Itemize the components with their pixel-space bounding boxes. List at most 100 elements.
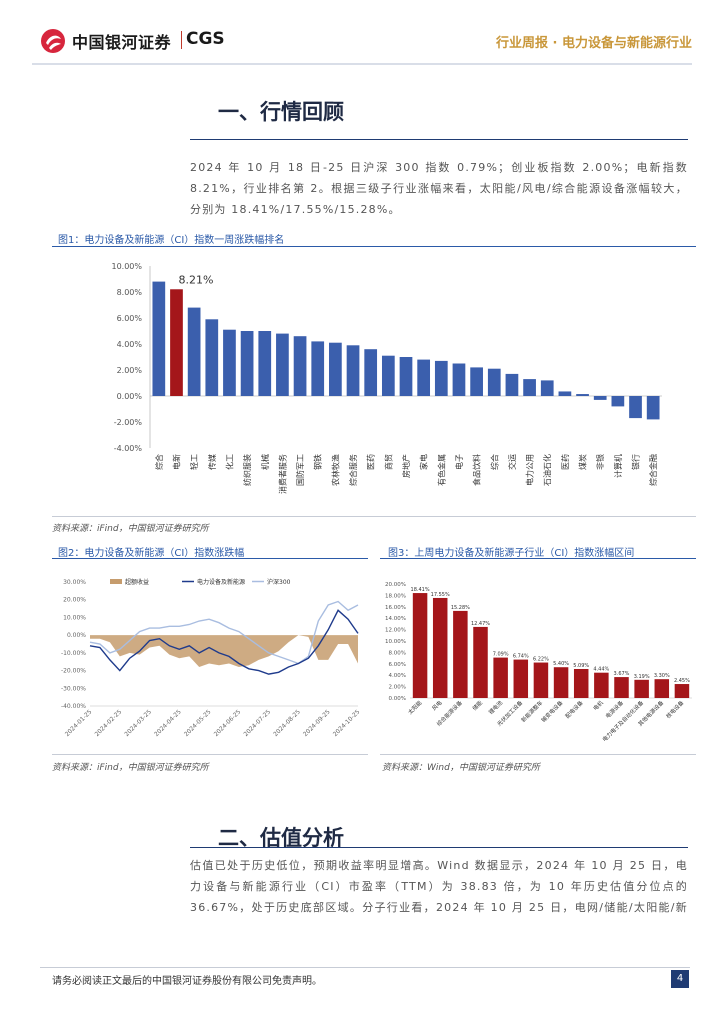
figure3-source: 资料来源：Wind，中国银河证券研究所 [382, 763, 540, 773]
valuation-paragraph: 估值已处于历史低位，预期收益率明显增高。Wind 数据显示，2024 年 10 … [190, 859, 688, 914]
bar-14 [399, 357, 413, 396]
x-tick-label: 输变电设备 [539, 698, 564, 723]
y-tick-label: 18.00% [385, 593, 406, 599]
y-tick-label: 20.00% [63, 597, 86, 604]
x-tick-label: 机械 [260, 454, 270, 470]
x-tick-label: 2024-09-25 [302, 708, 332, 738]
bar-10 [329, 342, 342, 396]
report-type: 行业周报 · 电力设备与新能源行业 [496, 36, 692, 51]
series-industry-line [89, 609, 359, 675]
x-tick-label: 2024-07-25 [242, 708, 272, 738]
data-label: 2.45% [674, 678, 690, 684]
x-tick-label: 锂电池 [487, 698, 505, 716]
x-tick-label: 电力公用 [525, 454, 535, 486]
footer-divider [40, 967, 690, 968]
figure1-chart: 10.00% 8.00% 6.00% 4.00% 2.00% 0.00% -2.00% -4.… [111, 262, 662, 494]
brand-name: 中国银河证券 [72, 33, 172, 52]
bar-28 [646, 396, 660, 420]
bar-2 [453, 610, 468, 698]
x-tick-label: 2024-05-25 [183, 708, 213, 738]
legend-label: 沪深300 [267, 578, 291, 586]
data-label: 12.47% [471, 621, 490, 627]
footer-disclaimer: 请务必阅读正文最后的中国银河证券股份有限公司免责声明。 [52, 976, 322, 987]
bar-25 [593, 396, 607, 400]
bar-5 [240, 331, 254, 396]
data-label: 4.44% [593, 667, 609, 673]
y-tick-label: 10.00% [385, 639, 406, 645]
brand-abbrev: CGS [186, 29, 225, 49]
figure3-chart: 20.00% 18.00% 16.00% 14.00% 12.00% 10.00% 8.00… [385, 582, 692, 743]
bar-9 [594, 672, 609, 698]
bar-12 [364, 349, 378, 396]
bar-11 [634, 679, 649, 698]
bar-18 [470, 367, 483, 396]
bar-24 [576, 394, 589, 396]
legend-swatch [110, 579, 122, 584]
x-tick-label: 家电 [419, 454, 429, 470]
figure1-divider [52, 246, 696, 247]
bar-19 [487, 368, 501, 396]
bar-1 [170, 289, 183, 396]
figure3-bottom-divider [380, 754, 696, 755]
bar-4 [223, 329, 236, 396]
data-label: 5.40% [553, 661, 569, 667]
y-tick-label: 8.00% [117, 288, 143, 297]
data-label: 15.28% [451, 605, 470, 611]
y-tick-label: 0.00% [117, 392, 143, 401]
data-label: 18.41% [411, 587, 430, 593]
brand-separator [181, 31, 182, 49]
figure2-caption: 图2：电力设备及新能源（CI）指数涨跌幅 [58, 548, 245, 559]
bar-1 [432, 597, 448, 698]
y-tick-label: -30.00% [61, 685, 86, 692]
bar-6 [258, 331, 272, 396]
bar-16 [434, 360, 448, 396]
y-tick-label: 4.00% [117, 340, 143, 349]
x-tick-label: 医药 [560, 454, 570, 470]
x-tick-label: 2024-01-25 [64, 708, 94, 738]
x-tick-label: 银行 [631, 454, 641, 470]
market-review-paragraph: 2024 年 10 月 18 日-25 日沪深 300 指数 0.79%；创业板… [190, 161, 688, 216]
section-title-valuation: 二、估值分析 [218, 825, 344, 850]
y-tick-label: -4.00% [114, 444, 143, 453]
x-tick-label: 轻工 [189, 454, 199, 470]
x-tick-label: 房地产 [401, 454, 411, 478]
series-excess-area [90, 635, 358, 667]
section2-divider [190, 847, 688, 848]
y-tick-label: 6.00% [389, 662, 406, 668]
x-tick-label: 太阳能 [406, 698, 424, 716]
bar-22 [540, 380, 554, 396]
y-tick-label: 2.00% [117, 366, 143, 375]
y-tick-label: 2.00% [389, 685, 406, 691]
x-tick-label: 煤炭 [578, 454, 588, 470]
legend-label: 电力设备及新能源 [197, 578, 245, 586]
bar-8 [293, 336, 307, 396]
x-tick-label: 电子 [454, 454, 464, 470]
bar-6 [533, 662, 549, 698]
x-tick-label: 医药 [366, 454, 376, 470]
bar-0 [152, 281, 166, 396]
x-tick-label: 综合 [154, 454, 164, 470]
x-tick-label: 国防军工 [295, 454, 305, 486]
x-tick-label: 核电设备 [664, 698, 686, 720]
x-tick-label: 配电设备 [563, 698, 585, 720]
x-tick-label: 储能 [470, 698, 484, 712]
x-tick-label: 传媒 [207, 454, 217, 470]
bar-7 [553, 667, 569, 698]
bar-2 [187, 307, 201, 396]
x-tick-label: 电机 [591, 698, 605, 712]
bar-20 [505, 373, 519, 396]
figure3-divider [380, 558, 696, 559]
data-label: 6.74% [513, 654, 529, 660]
y-tick-label: -20.00% [61, 668, 86, 675]
bar-7 [276, 333, 289, 396]
x-tick-label: 石油石化 [542, 454, 552, 486]
x-tick-label: 风电 [430, 698, 444, 712]
x-tick-label: 2024-08-25 [272, 708, 302, 738]
x-tick-label: 2024-04-25 [153, 708, 183, 738]
y-tick-label: 14.00% [385, 616, 406, 622]
data-label: 3.30% [654, 673, 670, 679]
bar-3 [205, 319, 219, 396]
y-tick-label: 10.00% [63, 614, 86, 621]
bar-27 [629, 396, 642, 419]
bar-11 [346, 345, 360, 396]
